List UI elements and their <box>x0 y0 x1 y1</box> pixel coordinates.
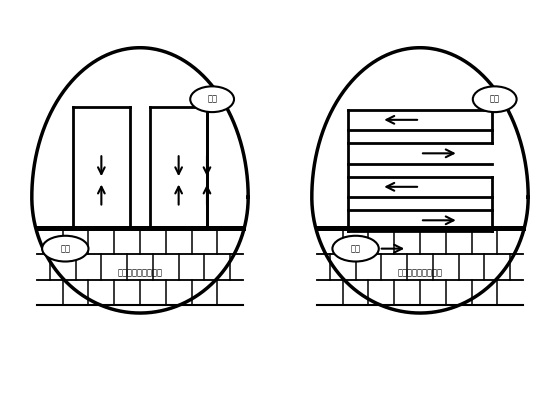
Ellipse shape <box>190 87 234 112</box>
Text: 爆点: 爆点 <box>207 95 217 104</box>
Polygon shape <box>312 48 528 313</box>
Text: 爆点: 爆点 <box>489 95 500 104</box>
Ellipse shape <box>473 87 516 112</box>
Text: 起点: 起点 <box>351 244 361 253</box>
Text: 下台阶控制爆破开挖: 下台阶控制爆破开挖 <box>118 268 162 277</box>
Ellipse shape <box>333 236 379 262</box>
Ellipse shape <box>42 236 88 262</box>
Bar <box>317 228 523 305</box>
Bar <box>37 228 243 305</box>
Text: 起点: 起点 <box>60 244 71 253</box>
Text: 下台阶控制爆破开挖: 下台阶控制爆破开挖 <box>398 268 442 277</box>
Polygon shape <box>32 48 248 313</box>
